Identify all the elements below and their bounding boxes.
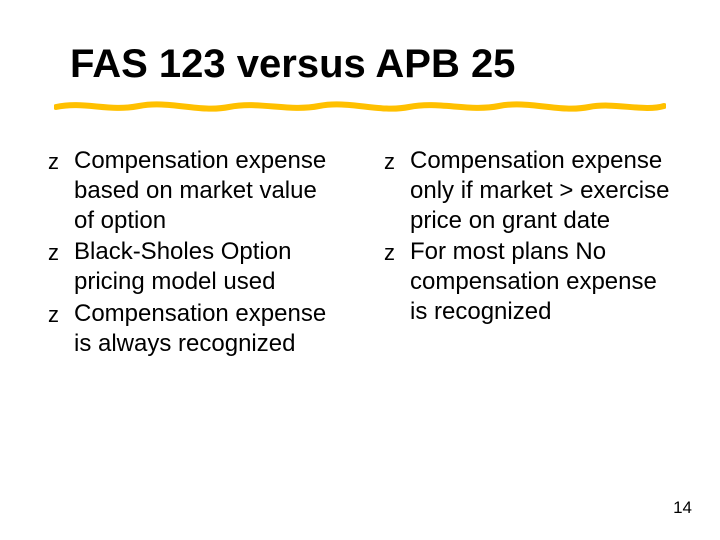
list-item: z Compensation expense based on market v… — [48, 146, 336, 235]
bullet-icon: z — [48, 148, 59, 175]
bullet-text: Compensation expense is always recognize… — [74, 300, 326, 357]
page-number: 14 — [673, 498, 692, 518]
bullet-icon: z — [48, 301, 59, 328]
list-item: z Compensation expense only if market > … — [384, 146, 672, 235]
content-columns: z Compensation expense based on market v… — [48, 146, 672, 360]
slide-title: FAS 123 versus APB 25 — [70, 42, 650, 86]
bullet-text: Compensation expense only if market > ex… — [410, 147, 669, 234]
bullet-text: For most plans No compensation expense i… — [410, 238, 657, 325]
left-bullet-list: z Compensation expense based on market v… — [48, 146, 336, 358]
bullet-text: Compensation expense based on market val… — [74, 147, 326, 234]
list-item: z For most plans No compensation expense… — [384, 237, 672, 326]
bullet-text: Black-Sholes Option pricing model used — [74, 238, 291, 295]
scribble-underline-path — [56, 104, 664, 108]
title-underline — [54, 100, 666, 114]
right-bullet-list: z Compensation expense only if market > … — [384, 146, 672, 327]
bullet-icon: z — [384, 239, 395, 266]
bullet-icon: z — [48, 239, 59, 266]
right-column: z Compensation expense only if market > … — [384, 146, 672, 360]
left-column: z Compensation expense based on market v… — [48, 146, 336, 360]
list-item: z Black-Sholes Option pricing model used — [48, 237, 336, 297]
bullet-icon: z — [384, 148, 395, 175]
slide: FAS 123 versus APB 25 z Compensation exp… — [0, 0, 720, 540]
list-item: z Compensation expense is always recogni… — [48, 299, 336, 359]
